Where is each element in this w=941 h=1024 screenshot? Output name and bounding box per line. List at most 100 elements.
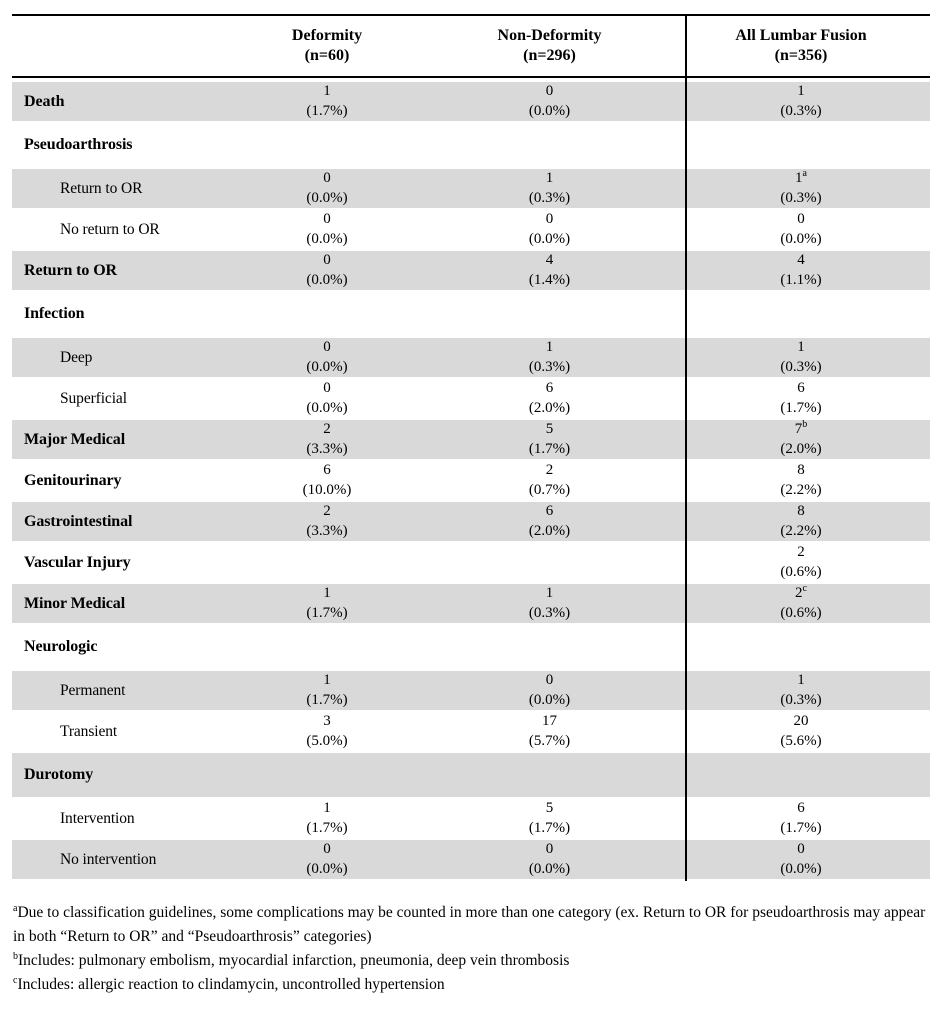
complications-table: Deformity (n=60) Non-Deformity (n=296) A… bbox=[12, 14, 930, 881]
count-value: 6 bbox=[323, 462, 331, 478]
table-row: Permanent 1 (1.7%) 0 (0.0%) 1 (0.3%) bbox=[12, 671, 930, 710]
count-value: 2 bbox=[323, 421, 331, 437]
all-lumbar-fusion-value-cell bbox=[672, 292, 930, 336]
percent-value: (0.0%) bbox=[528, 860, 571, 877]
row-label: Durotomy bbox=[24, 766, 94, 783]
percent-value: (0.0%) bbox=[306, 860, 348, 877]
count-value: 0 bbox=[323, 841, 331, 857]
all-lumbar-fusion-value-cell bbox=[672, 753, 930, 797]
non-deformity-value-cell: 1 (0.3%) bbox=[427, 169, 672, 208]
count-value: 1 bbox=[545, 585, 554, 601]
deformity-value-cell bbox=[227, 543, 427, 582]
footnote-c-marker: c bbox=[13, 974, 18, 986]
non-deformity-value-cell: 4 (1.4%) bbox=[427, 251, 672, 290]
row-label: Pseudoarthrosis bbox=[24, 136, 133, 153]
count-value: 2c bbox=[795, 583, 807, 602]
percent-value: (1.7%) bbox=[306, 819, 348, 836]
row-label-cell: No return to OR bbox=[12, 210, 227, 249]
count-value: 2 bbox=[797, 544, 805, 560]
count-value: 7b bbox=[794, 419, 808, 438]
table-row: Intervention 1 (1.7%) 5 (1.7%) 6 (1.7%) bbox=[12, 799, 930, 838]
count-value: 8 bbox=[797, 462, 805, 478]
row-label-cell: Gastrointestinal bbox=[12, 502, 227, 541]
row-label-cell: Intervention bbox=[12, 799, 227, 838]
percent-value: (0.0%) bbox=[528, 102, 571, 119]
count-value: 0 bbox=[323, 339, 331, 355]
percent-value: (3.3%) bbox=[306, 440, 348, 457]
deformity-value-cell: 0 (0.0%) bbox=[227, 169, 427, 208]
row-label: Return to OR bbox=[60, 179, 143, 197]
all-lumbar-fusion-value-cell bbox=[672, 625, 930, 669]
count-value: 2 bbox=[545, 462, 554, 478]
non-deformity-value-cell: 1 (0.3%) bbox=[427, 338, 672, 377]
count-value: 0 bbox=[545, 841, 554, 857]
row-label: Deep bbox=[60, 348, 93, 366]
column-header-n: (n=356) bbox=[774, 47, 828, 64]
column-header-label: Non-Deformity bbox=[497, 27, 602, 44]
count-value: 4 bbox=[545, 252, 554, 268]
percent-value: (0.0%) bbox=[528, 230, 571, 247]
percent-value: (1.7%) bbox=[528, 440, 571, 457]
row-label-cell: Infection bbox=[12, 292, 227, 336]
count-value: 6 bbox=[797, 800, 805, 816]
count-value: 1 bbox=[545, 170, 554, 186]
deformity-value-cell: 1 (1.7%) bbox=[227, 671, 427, 710]
non-deformity-value-cell: 0 (0.0%) bbox=[427, 840, 672, 879]
percent-value: (0.3%) bbox=[528, 604, 571, 621]
row-label-cell: Return to OR bbox=[12, 169, 227, 208]
non-deformity-value-cell: 1 (0.3%) bbox=[427, 584, 672, 623]
percent-value: (0.0%) bbox=[306, 271, 348, 288]
count-value: 8 bbox=[797, 503, 805, 519]
all-lumbar-fusion-value-cell: 1 (0.3%) bbox=[672, 82, 930, 121]
count-value: 17 bbox=[542, 713, 557, 729]
count-value: 1 bbox=[797, 83, 805, 99]
table-row: Genitourinary 6 (10.0%) 2 (0.7%) 8 (2.2%… bbox=[12, 461, 930, 500]
percent-value: (0.6%) bbox=[780, 563, 822, 580]
footnotes: aDue to classification guidelines, some … bbox=[13, 901, 929, 997]
deformity-value-cell: 0 (0.0%) bbox=[227, 338, 427, 377]
non-deformity-value-cell bbox=[427, 543, 672, 582]
percent-value: (1.7%) bbox=[306, 604, 348, 621]
percent-value: (0.0%) bbox=[780, 860, 822, 877]
percent-value: (1.7%) bbox=[306, 691, 348, 708]
all-lumbar-fusion-value-cell: 1 (0.3%) bbox=[672, 671, 930, 710]
row-label: Infection bbox=[24, 305, 85, 322]
count-value: 0 bbox=[545, 83, 554, 99]
non-deformity-value-cell: 0 (0.0%) bbox=[427, 671, 672, 710]
percent-value: (5.7%) bbox=[528, 732, 571, 749]
deformity-value-cell: 0 (0.0%) bbox=[227, 840, 427, 879]
deformity-value-cell: 3 (5.0%) bbox=[227, 712, 427, 751]
percent-value: (0.3%) bbox=[780, 358, 822, 375]
row-label: No return to OR bbox=[60, 220, 160, 238]
non-deformity-value-cell: 6 (2.0%) bbox=[427, 379, 672, 418]
non-deformity-value-cell: 5 (1.7%) bbox=[427, 799, 672, 838]
non-deformity-value-cell: 0 (0.0%) bbox=[427, 210, 672, 249]
row-label: No intervention bbox=[60, 850, 157, 868]
table-row: Gastrointestinal 2 (3.3%) 6 (2.0%) 8 (2.… bbox=[12, 502, 930, 541]
count-value: 0 bbox=[797, 841, 805, 857]
percent-value: (1.4%) bbox=[528, 271, 571, 288]
deformity-value-cell: 1 (1.7%) bbox=[227, 82, 427, 121]
count-value: 4 bbox=[797, 252, 805, 268]
all-lumbar-fusion-value-cell: 2c (0.6%) bbox=[672, 584, 930, 623]
count-value: 1 bbox=[323, 83, 331, 99]
column-header-deformity: Deformity (n=60) bbox=[227, 26, 427, 66]
non-deformity-value-cell bbox=[427, 292, 672, 336]
row-label: Minor Medical bbox=[24, 594, 126, 612]
all-lumbar-fusion-value-cell: 6 (1.7%) bbox=[672, 379, 930, 418]
column-header-n: (n=296) bbox=[523, 47, 576, 64]
column-header-n: (n=60) bbox=[304, 47, 350, 64]
row-label-cell: Transient bbox=[12, 712, 227, 751]
row-label-cell: Superficial bbox=[12, 379, 227, 418]
row-label-cell: Permanent bbox=[12, 671, 227, 710]
table-row: Neurologic bbox=[12, 625, 930, 669]
table-body: Death 1 (1.7%) 0 (0.0%) 1 (0.3%) Pseudoa… bbox=[12, 78, 930, 879]
percent-value: (3.3%) bbox=[306, 522, 348, 539]
deformity-value-cell: 1 (1.7%) bbox=[227, 584, 427, 623]
footnote-a: aDue to classification guidelines, some … bbox=[13, 901, 929, 949]
column-header-all-lumbar-fusion: All Lumbar Fusion (n=356) bbox=[672, 26, 930, 66]
percent-value: (0.0%) bbox=[306, 189, 348, 206]
count-value: 0 bbox=[323, 211, 331, 227]
percent-value: (0.3%) bbox=[528, 358, 571, 375]
count-value: 1 bbox=[323, 585, 331, 601]
